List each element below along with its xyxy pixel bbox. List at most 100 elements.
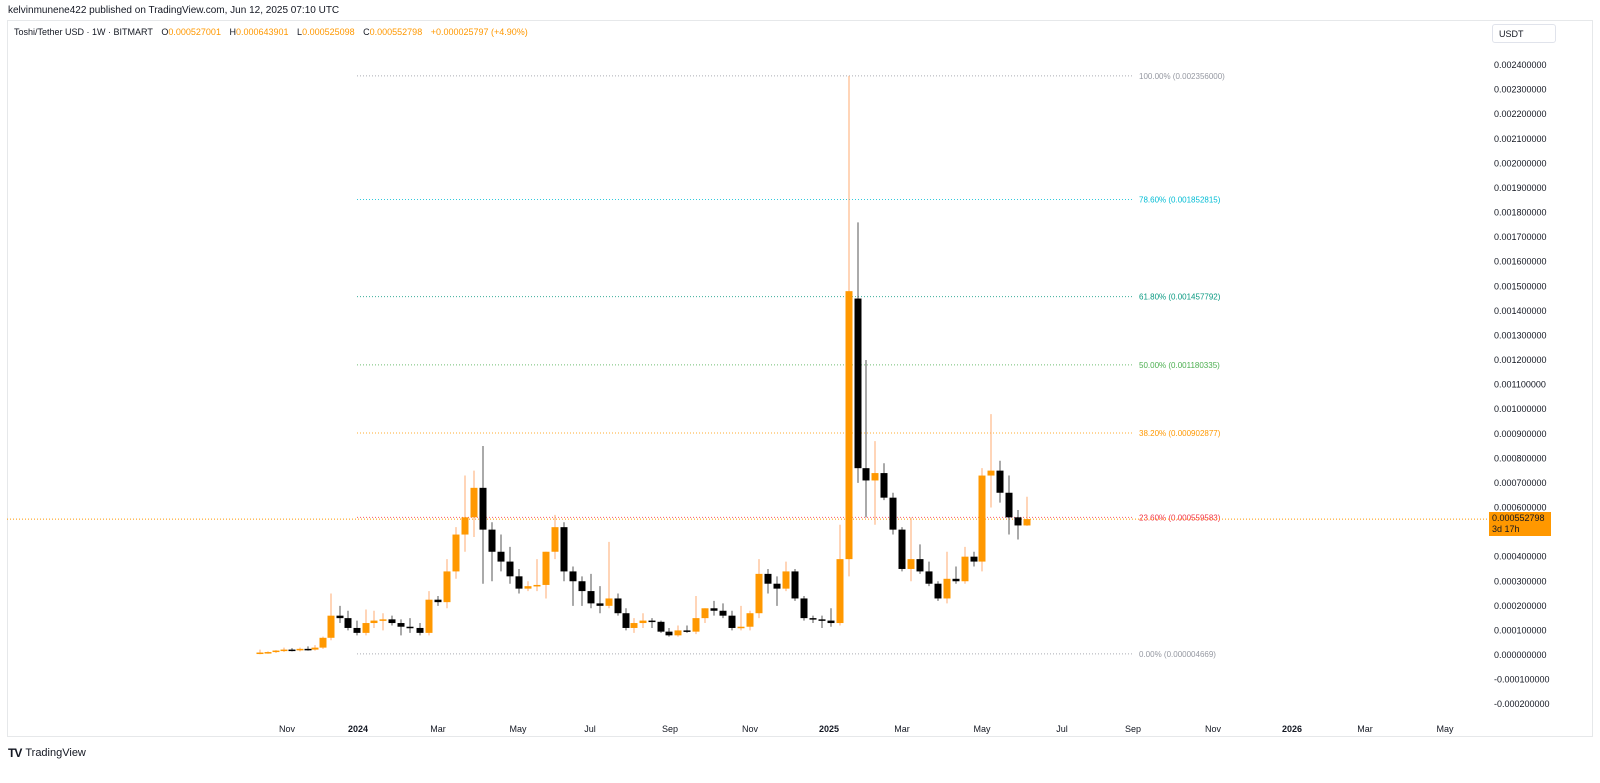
candle[interactable] [728, 610, 736, 631]
candle[interactable] [425, 591, 433, 636]
candle[interactable] [470, 470, 478, 538]
candle[interactable] [319, 636, 327, 649]
candle[interactable] [370, 610, 378, 628]
candle[interactable] [674, 625, 682, 637]
candle[interactable] [818, 615, 826, 628]
candle[interactable] [978, 468, 986, 572]
candle[interactable] [479, 446, 487, 584]
candle[interactable] [327, 593, 335, 641]
candle[interactable] [1014, 509, 1022, 540]
candle[interactable] [1023, 496, 1031, 526]
candle[interactable] [362, 609, 370, 636]
candle[interactable] [264, 651, 272, 654]
tradingview-logo-icon: TV [8, 746, 22, 760]
candle[interactable] [970, 551, 978, 567]
candle[interactable] [809, 615, 817, 624]
candle[interactable] [296, 647, 304, 652]
candle[interactable] [898, 527, 906, 572]
candle[interactable] [614, 593, 622, 616]
candle[interactable] [344, 610, 352, 631]
candle[interactable] [719, 603, 727, 619]
candle[interactable] [497, 534, 505, 572]
candle[interactable] [388, 615, 396, 626]
candle[interactable] [952, 566, 960, 584]
candle[interactable] [639, 613, 647, 628]
candle[interactable] [551, 514, 559, 560]
candle[interactable] [836, 524, 844, 626]
candle[interactable] [934, 581, 942, 601]
currency-button[interactable]: USDT [1492, 24, 1556, 43]
candle[interactable] [943, 551, 951, 604]
y-axis-tick: 0.002100000 [1494, 134, 1547, 144]
candle[interactable] [791, 568, 799, 601]
candle[interactable] [683, 625, 691, 633]
candle[interactable] [596, 586, 604, 614]
candle[interactable] [434, 596, 442, 606]
candle[interactable] [755, 559, 763, 619]
candle[interactable] [397, 619, 405, 636]
candle[interactable] [569, 566, 577, 606]
bar-countdown: 3d 17h [1492, 524, 1520, 534]
footer-brand[interactable]: TV TradingView [8, 746, 86, 760]
x-axis-tick: Jul [1056, 724, 1068, 734]
candle[interactable] [701, 608, 709, 624]
candle[interactable] [256, 649, 264, 655]
candle[interactable] [542, 551, 550, 599]
candle[interactable] [488, 522, 496, 582]
candle[interactable] [416, 623, 424, 636]
candle[interactable] [1005, 475, 1013, 535]
candle[interactable] [925, 561, 933, 587]
candle[interactable] [336, 605, 344, 624]
candle[interactable] [587, 573, 595, 609]
candle[interactable] [782, 561, 790, 592]
candle[interactable] [845, 75, 853, 577]
candle[interactable] [622, 608, 630, 631]
candle[interactable] [773, 576, 781, 606]
candle[interactable] [304, 646, 312, 651]
candle[interactable] [987, 414, 995, 508]
candle[interactable] [746, 610, 754, 631]
candle[interactable] [648, 618, 656, 628]
candle[interactable] [406, 618, 414, 633]
candle[interactable] [524, 581, 532, 592]
candle[interactable] [461, 475, 469, 552]
candle[interactable] [311, 645, 319, 651]
candle[interactable] [353, 620, 361, 636]
candle[interactable] [854, 222, 862, 483]
candle[interactable] [800, 596, 808, 621]
candle[interactable] [737, 605, 745, 631]
symbol-title[interactable]: Toshi/Tether USD · 1W · BITMART [14, 27, 153, 37]
candle[interactable] [379, 613, 387, 631]
candle[interactable] [605, 541, 613, 609]
candle[interactable] [665, 627, 673, 637]
low-value: 0.000525098 [302, 27, 355, 37]
candle[interactable] [515, 568, 523, 594]
candle[interactable] [880, 463, 888, 501]
candle[interactable] [533, 559, 541, 592]
candle[interactable] [710, 600, 718, 616]
candle[interactable] [560, 522, 568, 582]
candle[interactable] [578, 576, 586, 606]
candle[interactable] [889, 492, 897, 535]
fib-level-label: 78.60% (0.001852815) [1139, 196, 1221, 205]
candle[interactable] [452, 527, 460, 579]
candle[interactable] [280, 647, 288, 653]
candle[interactable] [871, 441, 879, 525]
candle[interactable] [961, 546, 969, 584]
candle[interactable] [288, 648, 296, 652]
candle[interactable] [506, 546, 514, 584]
candle[interactable] [657, 620, 665, 633]
candle[interactable] [692, 596, 700, 635]
candle[interactable] [630, 618, 638, 633]
candle[interactable] [862, 360, 870, 518]
candle[interactable] [827, 608, 835, 627]
x-axis-tick: Nov [279, 724, 296, 734]
candle[interactable] [764, 568, 772, 594]
x-axis-tick: Sep [1125, 724, 1141, 734]
candle[interactable] [443, 559, 451, 609]
candle[interactable] [907, 517, 915, 582]
candle[interactable] [996, 460, 1004, 503]
candle[interactable] [916, 544, 924, 574]
candle[interactable] [272, 650, 280, 654]
